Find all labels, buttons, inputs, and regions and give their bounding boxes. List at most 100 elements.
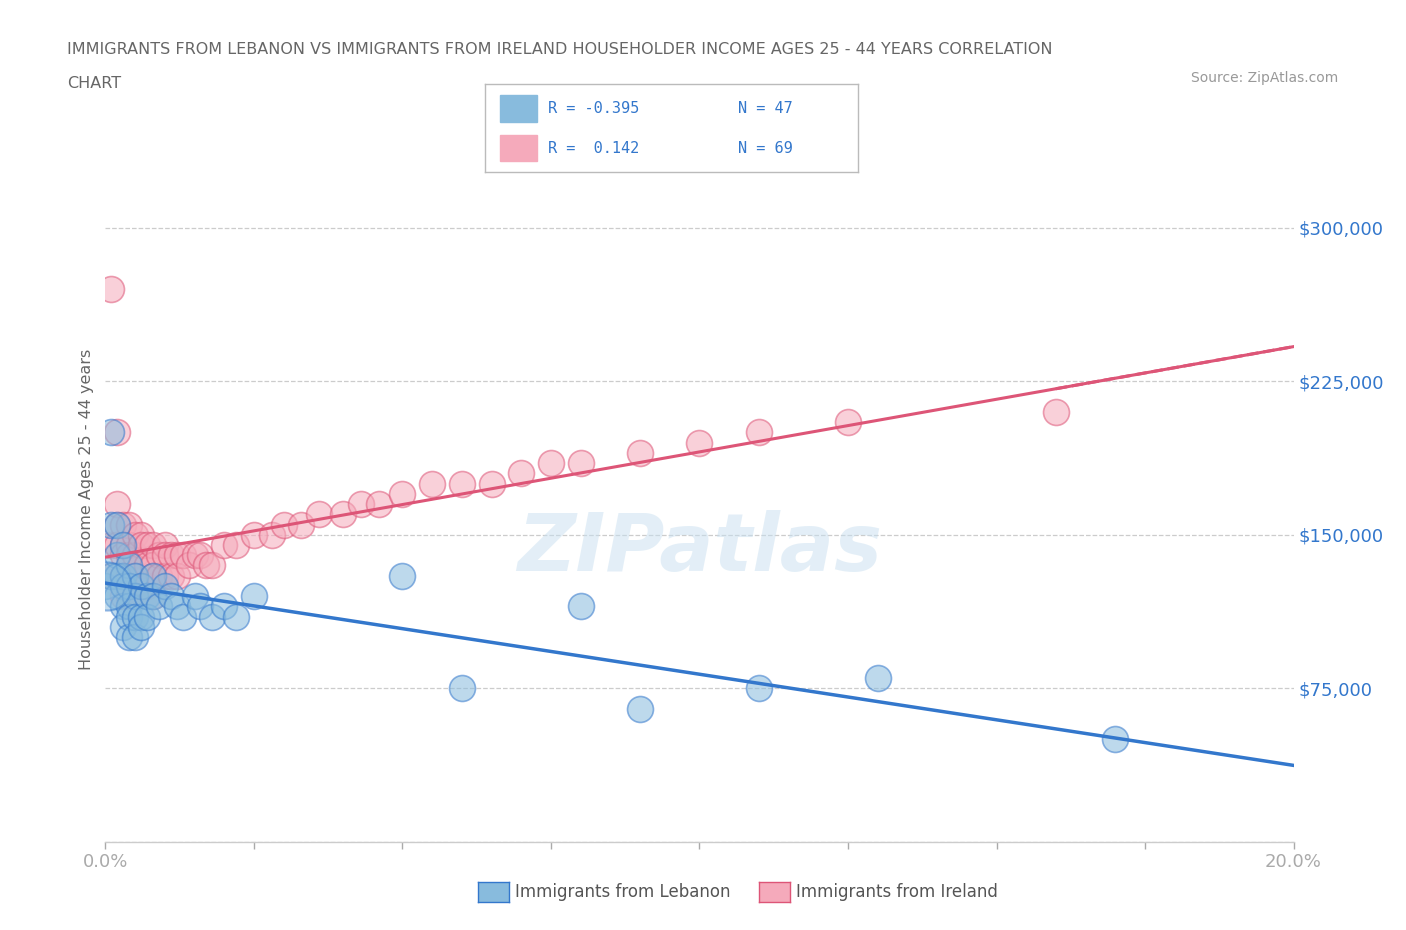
Point <box>628 701 651 716</box>
Point <box>153 538 176 552</box>
Point <box>748 425 770 440</box>
Point <box>118 568 141 583</box>
Point <box>628 445 651 460</box>
Point <box>129 619 152 634</box>
Text: Immigrants from Lebanon: Immigrants from Lebanon <box>515 883 730 901</box>
Point <box>153 568 176 583</box>
Point <box>136 558 159 573</box>
Point <box>420 476 443 491</box>
Point <box>105 517 128 532</box>
Point <box>195 558 218 573</box>
Point <box>148 599 170 614</box>
Text: R = -0.395: R = -0.395 <box>548 101 640 116</box>
Text: IMMIGRANTS FROM LEBANON VS IMMIGRANTS FROM IRELAND HOUSEHOLDER INCOME AGES 25 - : IMMIGRANTS FROM LEBANON VS IMMIGRANTS FR… <box>67 42 1053 57</box>
Point <box>260 527 283 542</box>
Point <box>124 589 146 604</box>
Point <box>569 456 592 471</box>
Point <box>118 538 141 552</box>
Point <box>118 578 141 593</box>
Point <box>129 578 152 593</box>
Point <box>142 589 165 604</box>
Point <box>159 589 181 604</box>
Point <box>142 538 165 552</box>
Point <box>148 568 170 583</box>
Point <box>214 599 236 614</box>
Text: Immigrants from Ireland: Immigrants from Ireland <box>796 883 998 901</box>
Point <box>350 497 373 512</box>
Point <box>183 589 205 604</box>
Point <box>243 527 266 542</box>
Point <box>481 476 503 491</box>
Point <box>367 497 389 512</box>
Point <box>837 415 859 430</box>
Point <box>112 568 135 583</box>
Point <box>748 681 770 696</box>
Point <box>214 538 236 552</box>
Point <box>142 568 165 583</box>
Point <box>183 548 205 563</box>
Y-axis label: Householder Income Ages 25 - 44 years: Householder Income Ages 25 - 44 years <box>79 349 94 670</box>
Point <box>190 599 212 614</box>
Point <box>112 538 135 552</box>
Point <box>391 486 413 501</box>
Point <box>153 578 176 593</box>
Point <box>190 548 212 563</box>
Point <box>124 630 146 644</box>
Point <box>142 568 165 583</box>
Point <box>112 599 135 614</box>
Point <box>100 425 122 440</box>
Point <box>142 558 165 573</box>
Point <box>159 548 181 563</box>
Point <box>136 538 159 552</box>
Point <box>1104 732 1126 747</box>
Text: ZIPatlas: ZIPatlas <box>517 510 882 588</box>
Point <box>100 538 122 552</box>
Point <box>450 476 472 491</box>
Point <box>290 517 312 532</box>
Bar <box>501 135 537 162</box>
Point <box>105 589 128 604</box>
Point <box>166 568 188 583</box>
Point <box>201 609 224 624</box>
Text: N = 47: N = 47 <box>738 101 793 116</box>
Point <box>112 548 135 563</box>
Point <box>273 517 295 532</box>
Point <box>510 466 533 481</box>
Point <box>136 609 159 624</box>
Bar <box>501 95 537 122</box>
Point <box>112 589 135 604</box>
Point <box>1045 405 1067 419</box>
Point <box>201 558 224 573</box>
Point <box>166 599 188 614</box>
Point <box>177 558 200 573</box>
Point <box>166 548 188 563</box>
Point <box>450 681 472 696</box>
Point <box>308 507 330 522</box>
Point <box>129 609 152 624</box>
Point <box>866 671 889 685</box>
Point <box>153 548 176 563</box>
Point <box>243 589 266 604</box>
Point <box>225 609 247 624</box>
Point <box>391 568 413 583</box>
Point <box>129 538 152 552</box>
Text: Source: ZipAtlas.com: Source: ZipAtlas.com <box>1191 71 1339 85</box>
Point <box>148 548 170 563</box>
Point <box>124 527 146 542</box>
Point <box>118 599 141 614</box>
Point <box>100 568 122 583</box>
Point <box>124 589 146 604</box>
Point <box>569 599 592 614</box>
Point <box>112 568 135 583</box>
Point <box>225 538 247 552</box>
Point <box>124 568 146 583</box>
Point <box>105 425 128 440</box>
Point <box>124 609 146 624</box>
Point <box>112 538 135 552</box>
Point <box>159 568 181 583</box>
Point <box>118 517 141 532</box>
Point <box>142 589 165 604</box>
Point <box>112 578 135 593</box>
Point <box>112 619 135 634</box>
Point <box>118 558 141 573</box>
